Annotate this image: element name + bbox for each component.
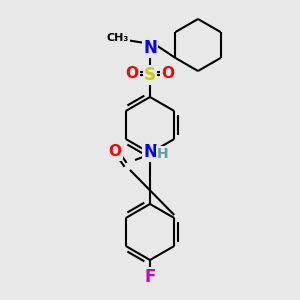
Text: H: H xyxy=(157,147,169,161)
Text: O: O xyxy=(161,67,175,82)
Text: N: N xyxy=(143,143,157,161)
Text: N: N xyxy=(143,39,157,57)
Text: O: O xyxy=(109,145,122,160)
Text: S: S xyxy=(144,66,156,84)
Text: CH₃: CH₃ xyxy=(107,33,129,43)
Text: O: O xyxy=(125,67,139,82)
Text: F: F xyxy=(144,268,156,286)
